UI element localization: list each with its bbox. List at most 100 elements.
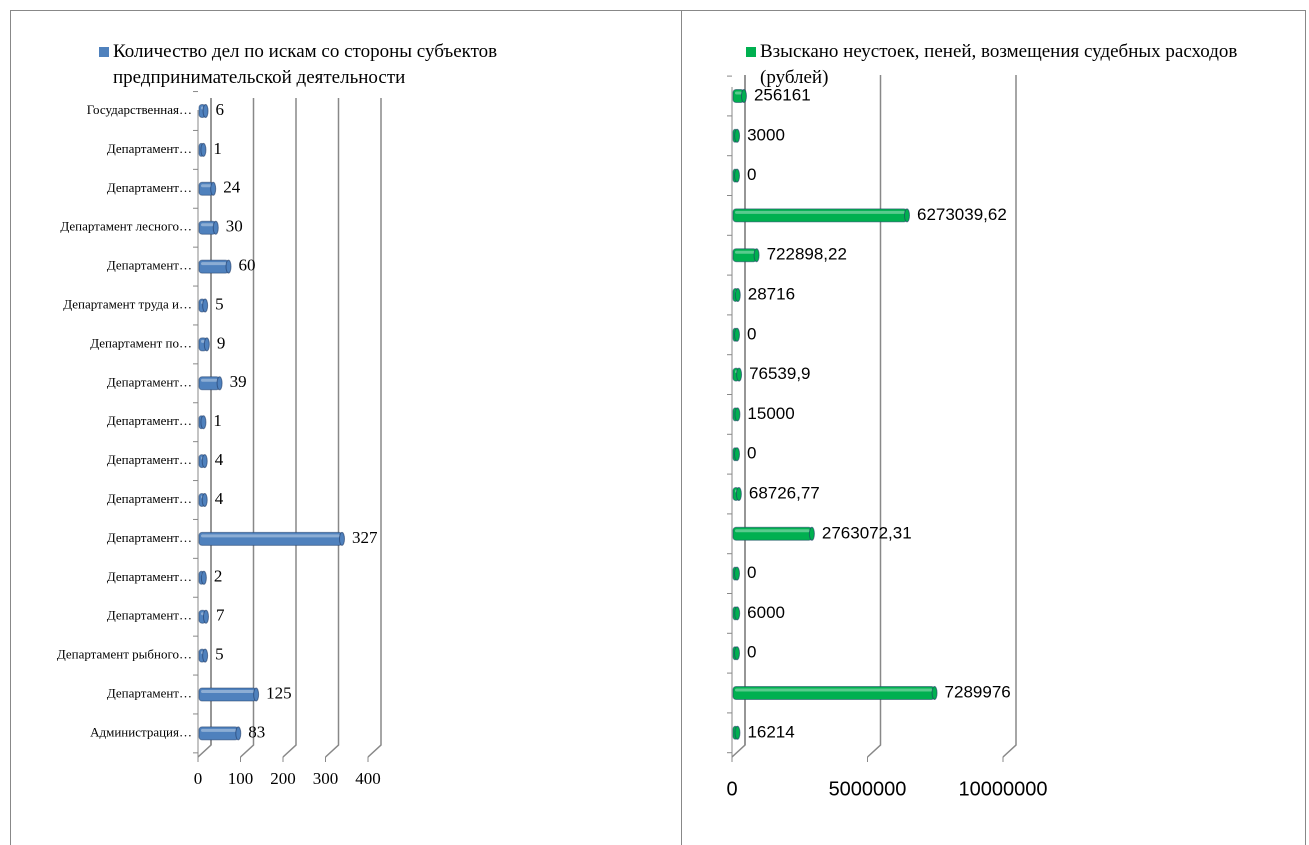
data-label: 15000: [747, 404, 794, 423]
data-label: 2763072,31: [822, 523, 912, 542]
bar-cap: [753, 248, 760, 263]
bar-highlight: [735, 250, 755, 254]
data-label: 4: [215, 450, 224, 469]
data-label: 1: [213, 411, 222, 430]
x-tick-label: 0: [726, 778, 737, 800]
bar-cap: [216, 376, 223, 391]
x-tick-label: 300: [313, 769, 339, 788]
data-label: 7289976: [945, 682, 1011, 701]
bar-cap: [734, 725, 741, 740]
bar-cap: [734, 168, 740, 183]
bar-cap: [253, 687, 260, 702]
bar-highlight: [735, 688, 933, 692]
bar-highlight: [201, 378, 218, 382]
data-label: 6: [216, 100, 225, 119]
y-tick-label: Департамент…: [107, 374, 192, 389]
y-tick-label: Департамент…: [107, 608, 192, 623]
bar-highlight: [201, 690, 255, 693]
bar-cap: [740, 89, 747, 103]
bar-cap: [210, 181, 217, 196]
data-label: 0: [747, 563, 756, 582]
bar-cap: [734, 646, 740, 661]
bar-cap: [734, 288, 741, 302]
bar-cap: [202, 104, 209, 118]
data-label: 16214: [747, 722, 794, 741]
grid-line: [197, 98, 212, 758]
legend-label: Количество дел по искам со стороны субъе…: [113, 41, 498, 88]
y-tick-label: Департамент труда и…: [63, 296, 192, 311]
bar-cap: [235, 726, 242, 741]
y-tick-label: Департамент…: [107, 180, 192, 195]
x-tick-label: 10000000: [959, 778, 1048, 800]
data-label: 28716: [748, 284, 795, 303]
bar-cap: [734, 407, 741, 422]
y-tick-label: Департамент…: [107, 258, 192, 273]
bar: [198, 259, 229, 274]
bar: [732, 526, 813, 541]
y-tick-label: Департамент лесного…: [60, 219, 192, 234]
bar: [198, 687, 257, 702]
bar-highlight: [201, 262, 227, 266]
bar-cap: [202, 648, 209, 663]
bar-cap: [734, 327, 740, 342]
data-label: 6273039,62: [917, 205, 1007, 224]
bar: [732, 208, 908, 223]
data-label: 4: [215, 489, 224, 508]
bar-cap: [903, 208, 910, 223]
bar-cap: [202, 298, 209, 313]
bar-cap: [338, 531, 345, 546]
bar: [198, 726, 239, 741]
data-label: 5: [215, 294, 224, 313]
data-label: 1: [213, 139, 222, 158]
data-label: 0: [747, 165, 756, 184]
data-label: 2: [214, 567, 223, 586]
y-tick-label: Департамент…: [107, 141, 192, 156]
bar-cap: [736, 367, 743, 382]
data-label: 68726,77: [749, 483, 820, 502]
bar-cap: [734, 566, 740, 581]
bar: [732, 248, 758, 263]
data-label: 6000: [747, 603, 785, 622]
bar-cap: [203, 337, 210, 352]
bar-cap: [734, 447, 740, 462]
data-label: 125: [266, 683, 292, 702]
bar-cap: [200, 142, 207, 157]
data-label: 9: [217, 333, 226, 352]
data-label: 0: [747, 324, 756, 343]
data-label: 327: [352, 528, 378, 547]
bar-cap: [734, 128, 741, 143]
legend-label: Взыскано неустоек, пеней, возмещения суд…: [760, 41, 1238, 88]
grid-line: [866, 75, 882, 758]
data-label: 722898,22: [767, 245, 847, 264]
legend-swatch: [746, 47, 756, 57]
data-label: 60: [239, 256, 256, 275]
bar-highlight: [735, 529, 810, 533]
data-label: 76539,9: [749, 364, 810, 383]
bar-cap: [200, 415, 207, 430]
x-tick-label: 200: [270, 769, 296, 788]
y-tick-label: Департамент…: [107, 491, 192, 506]
grid-line: [324, 98, 340, 758]
data-label: 256161: [754, 85, 811, 104]
data-label: 24: [223, 178, 241, 197]
bar: [198, 376, 221, 391]
bar-cap: [201, 454, 208, 469]
data-label: 30: [226, 217, 243, 236]
grid-line: [1002, 75, 1017, 758]
frame: [10, 10, 1306, 845]
bar-highlight: [735, 210, 905, 214]
grid-line: [282, 98, 297, 758]
legend: Количество дел по искам со стороны субъе…: [99, 39, 633, 91]
bar-cap: [212, 220, 219, 235]
data-label: 0: [747, 643, 756, 662]
bar: [732, 686, 936, 700]
data-label: 3000: [747, 125, 785, 144]
grid-line: [731, 75, 746, 758]
bar-highlight: [201, 534, 340, 538]
bar-cap: [931, 686, 938, 700]
bar-highlight: [201, 339, 205, 343]
y-tick-label: Департамент…: [107, 569, 192, 584]
data-label: 0: [747, 444, 756, 463]
